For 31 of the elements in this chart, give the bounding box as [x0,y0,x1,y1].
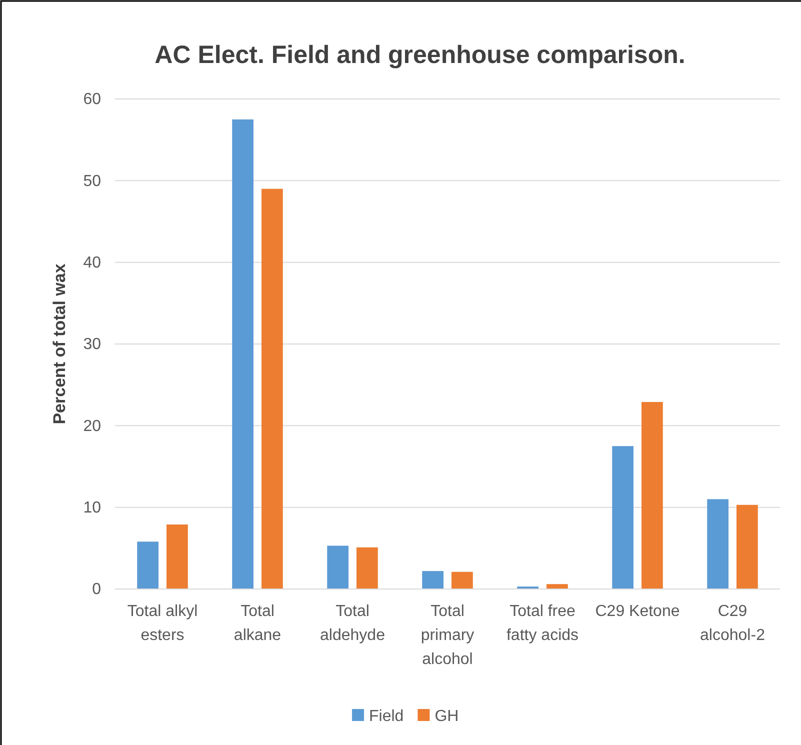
bar [262,188,283,589]
y-tick-label: 30 [83,336,102,354]
y-tick-label: 40 [83,254,102,272]
legend-label: GH [434,708,459,725]
bar [642,402,663,589]
bar [327,546,348,589]
x-tick-label: Total alkyl esters [127,603,198,644]
bar [612,446,634,589]
y-tick-label: 20 [83,418,102,435]
y-tick-label: 50 [83,172,102,190]
bar [452,572,473,589]
x-tick-label: Total alkane [234,603,282,644]
bar [546,584,568,589]
x-tick-label: C29 Ketone [595,603,680,620]
x-tick-label: Total aldehyde [320,603,386,644]
y-tick-label: 0 [92,581,102,598]
bar [356,547,378,589]
x-tick-label: Total primary alcohol [420,603,474,668]
x-tick-label: C29 alcohol-2 [700,603,766,644]
bar [232,119,254,589]
legend-label: Field [369,708,404,725]
y-tick-label: 10 [83,499,102,516]
bar [137,542,158,589]
bar [166,524,188,589]
bar [736,504,758,589]
bar [707,499,728,589]
y-axis-title: Percent of total wax [50,263,69,424]
x-tick-label: Total free fatty acids [506,603,579,644]
chart-title: AC Elect. Field and greenhouse comparison. [154,41,686,69]
bar [422,571,444,589]
y-tick-label: 60 [83,91,102,108]
